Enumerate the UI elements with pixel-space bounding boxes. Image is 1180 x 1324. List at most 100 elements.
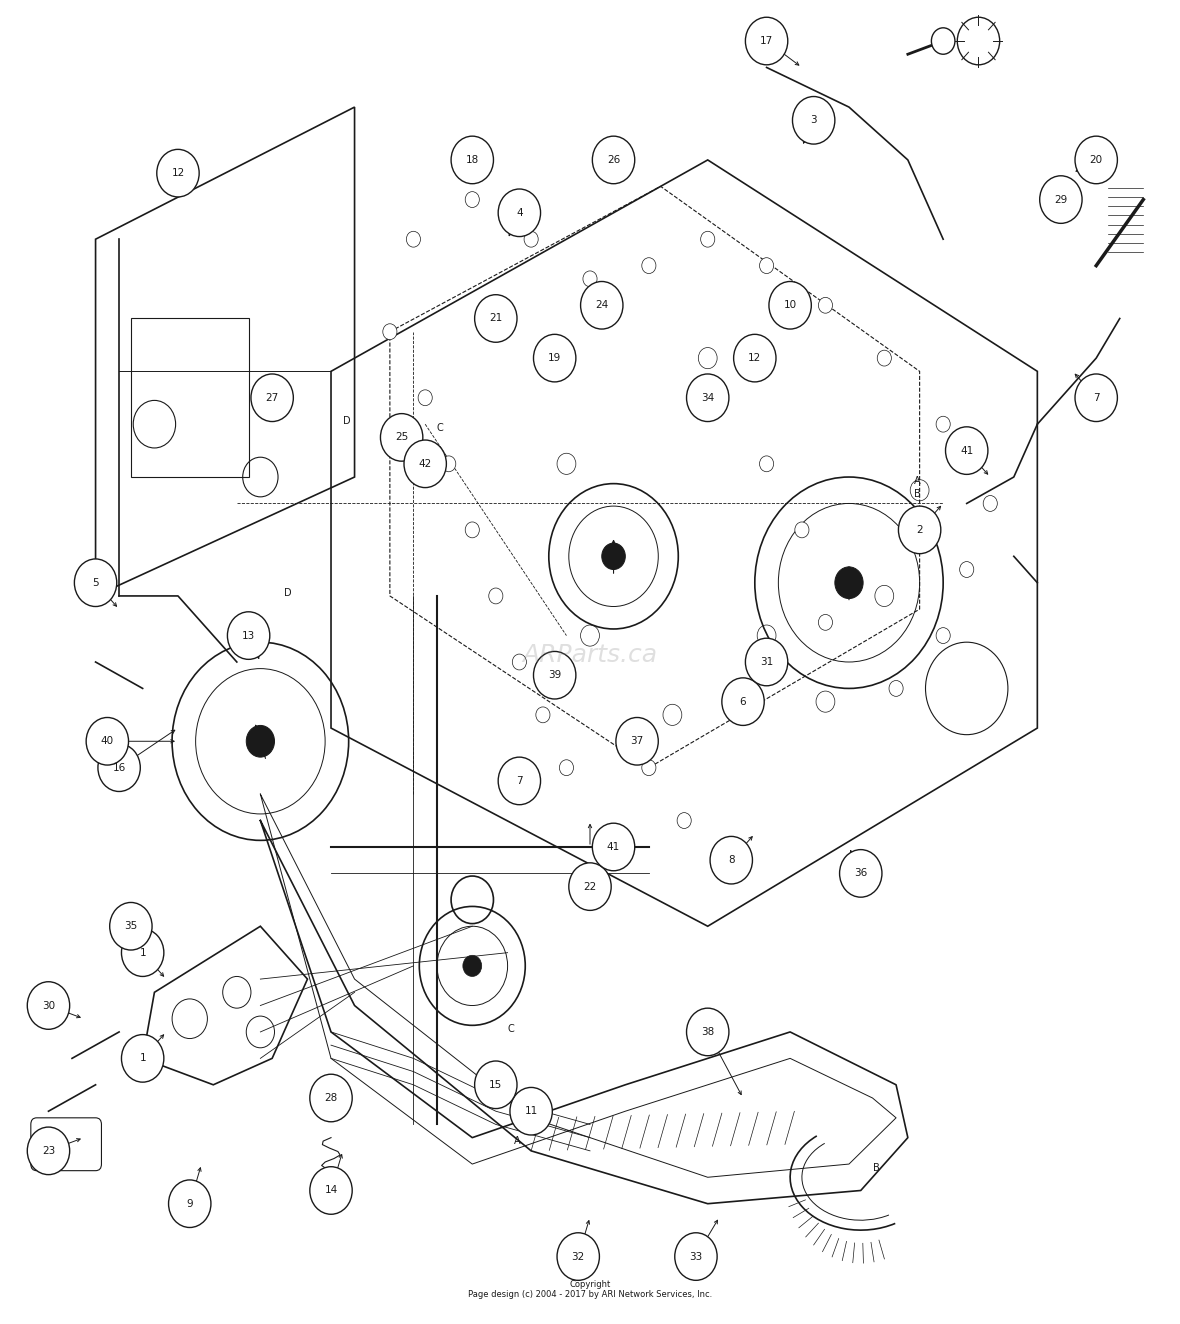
Text: 35: 35	[124, 922, 138, 931]
Circle shape	[382, 324, 396, 340]
Circle shape	[110, 903, 152, 951]
Text: 17: 17	[760, 36, 773, 46]
Text: 2: 2	[917, 524, 923, 535]
Text: 37: 37	[630, 736, 644, 747]
Text: Copyright
Page design (c) 2004 - 2017 by ARI Network Services, Inc.: Copyright Page design (c) 2004 - 2017 by…	[468, 1280, 712, 1299]
Text: 7: 7	[1093, 393, 1100, 402]
Text: 34: 34	[701, 393, 714, 402]
Circle shape	[959, 561, 973, 577]
Text: 9: 9	[186, 1198, 194, 1209]
Circle shape	[465, 192, 479, 208]
Text: 42: 42	[419, 459, 432, 469]
Text: 28: 28	[324, 1094, 337, 1103]
Text: 5: 5	[92, 577, 99, 588]
Circle shape	[247, 726, 275, 757]
Circle shape	[310, 1074, 352, 1121]
Circle shape	[404, 440, 446, 487]
Circle shape	[819, 298, 833, 314]
Text: 30: 30	[42, 1001, 55, 1010]
Text: 16: 16	[112, 763, 126, 773]
Circle shape	[835, 567, 863, 598]
Text: A: A	[913, 475, 920, 486]
Text: 21: 21	[490, 314, 503, 323]
Circle shape	[465, 522, 479, 538]
Text: 7: 7	[516, 776, 523, 786]
Circle shape	[945, 426, 988, 474]
Circle shape	[983, 495, 997, 511]
Circle shape	[512, 654, 526, 670]
Text: C: C	[507, 1023, 514, 1034]
Text: 13: 13	[242, 630, 255, 641]
Circle shape	[1075, 136, 1117, 184]
Circle shape	[889, 681, 903, 696]
Text: ARParts.ca: ARParts.ca	[523, 643, 657, 667]
Circle shape	[760, 258, 774, 274]
Circle shape	[675, 1233, 717, 1280]
Circle shape	[957, 17, 999, 65]
Text: 32: 32	[571, 1251, 585, 1262]
Circle shape	[687, 1008, 729, 1055]
Circle shape	[642, 258, 656, 274]
Circle shape	[27, 981, 70, 1029]
Circle shape	[722, 678, 765, 726]
Circle shape	[898, 506, 940, 553]
Circle shape	[559, 760, 573, 776]
Circle shape	[98, 744, 140, 792]
Circle shape	[793, 97, 835, 144]
Text: 25: 25	[395, 433, 408, 442]
Text: 36: 36	[854, 869, 867, 878]
Circle shape	[228, 612, 270, 659]
Circle shape	[642, 760, 656, 776]
Circle shape	[734, 335, 776, 381]
Circle shape	[687, 373, 729, 421]
Circle shape	[1075, 373, 1117, 421]
Circle shape	[27, 1127, 70, 1174]
Circle shape	[819, 614, 833, 630]
Circle shape	[616, 718, 658, 765]
Text: 11: 11	[525, 1107, 538, 1116]
Text: 26: 26	[607, 155, 621, 166]
Circle shape	[169, 1180, 211, 1227]
Text: 27: 27	[266, 393, 278, 402]
Text: 41: 41	[961, 446, 974, 455]
Circle shape	[406, 232, 420, 248]
Text: D: D	[284, 588, 291, 598]
Circle shape	[474, 1061, 517, 1108]
Circle shape	[1040, 176, 1082, 224]
Text: 6: 6	[740, 696, 747, 707]
Text: 10: 10	[784, 301, 797, 310]
Text: 3: 3	[811, 115, 817, 126]
Circle shape	[569, 863, 611, 911]
Circle shape	[769, 282, 812, 330]
Circle shape	[533, 651, 576, 699]
Text: 1: 1	[139, 948, 146, 957]
Circle shape	[498, 189, 540, 237]
Circle shape	[936, 628, 950, 643]
Circle shape	[583, 271, 597, 287]
Circle shape	[122, 929, 164, 977]
Circle shape	[463, 956, 481, 977]
Circle shape	[746, 17, 788, 65]
Circle shape	[877, 350, 891, 365]
Circle shape	[451, 136, 493, 184]
Circle shape	[725, 853, 739, 869]
Circle shape	[557, 1233, 599, 1280]
Circle shape	[581, 282, 623, 330]
Circle shape	[489, 588, 503, 604]
Circle shape	[157, 150, 199, 197]
Circle shape	[380, 413, 422, 461]
Text: 8: 8	[728, 855, 735, 865]
Circle shape	[510, 1087, 552, 1135]
Circle shape	[592, 136, 635, 184]
Circle shape	[310, 1166, 352, 1214]
Circle shape	[931, 28, 955, 54]
Circle shape	[795, 522, 809, 538]
Text: 12: 12	[171, 168, 184, 179]
Circle shape	[474, 295, 517, 343]
Circle shape	[74, 559, 117, 606]
Text: 19: 19	[548, 354, 562, 363]
Text: A: A	[513, 1136, 520, 1147]
Circle shape	[441, 455, 455, 471]
Text: C: C	[437, 422, 444, 433]
Text: 14: 14	[324, 1185, 337, 1196]
